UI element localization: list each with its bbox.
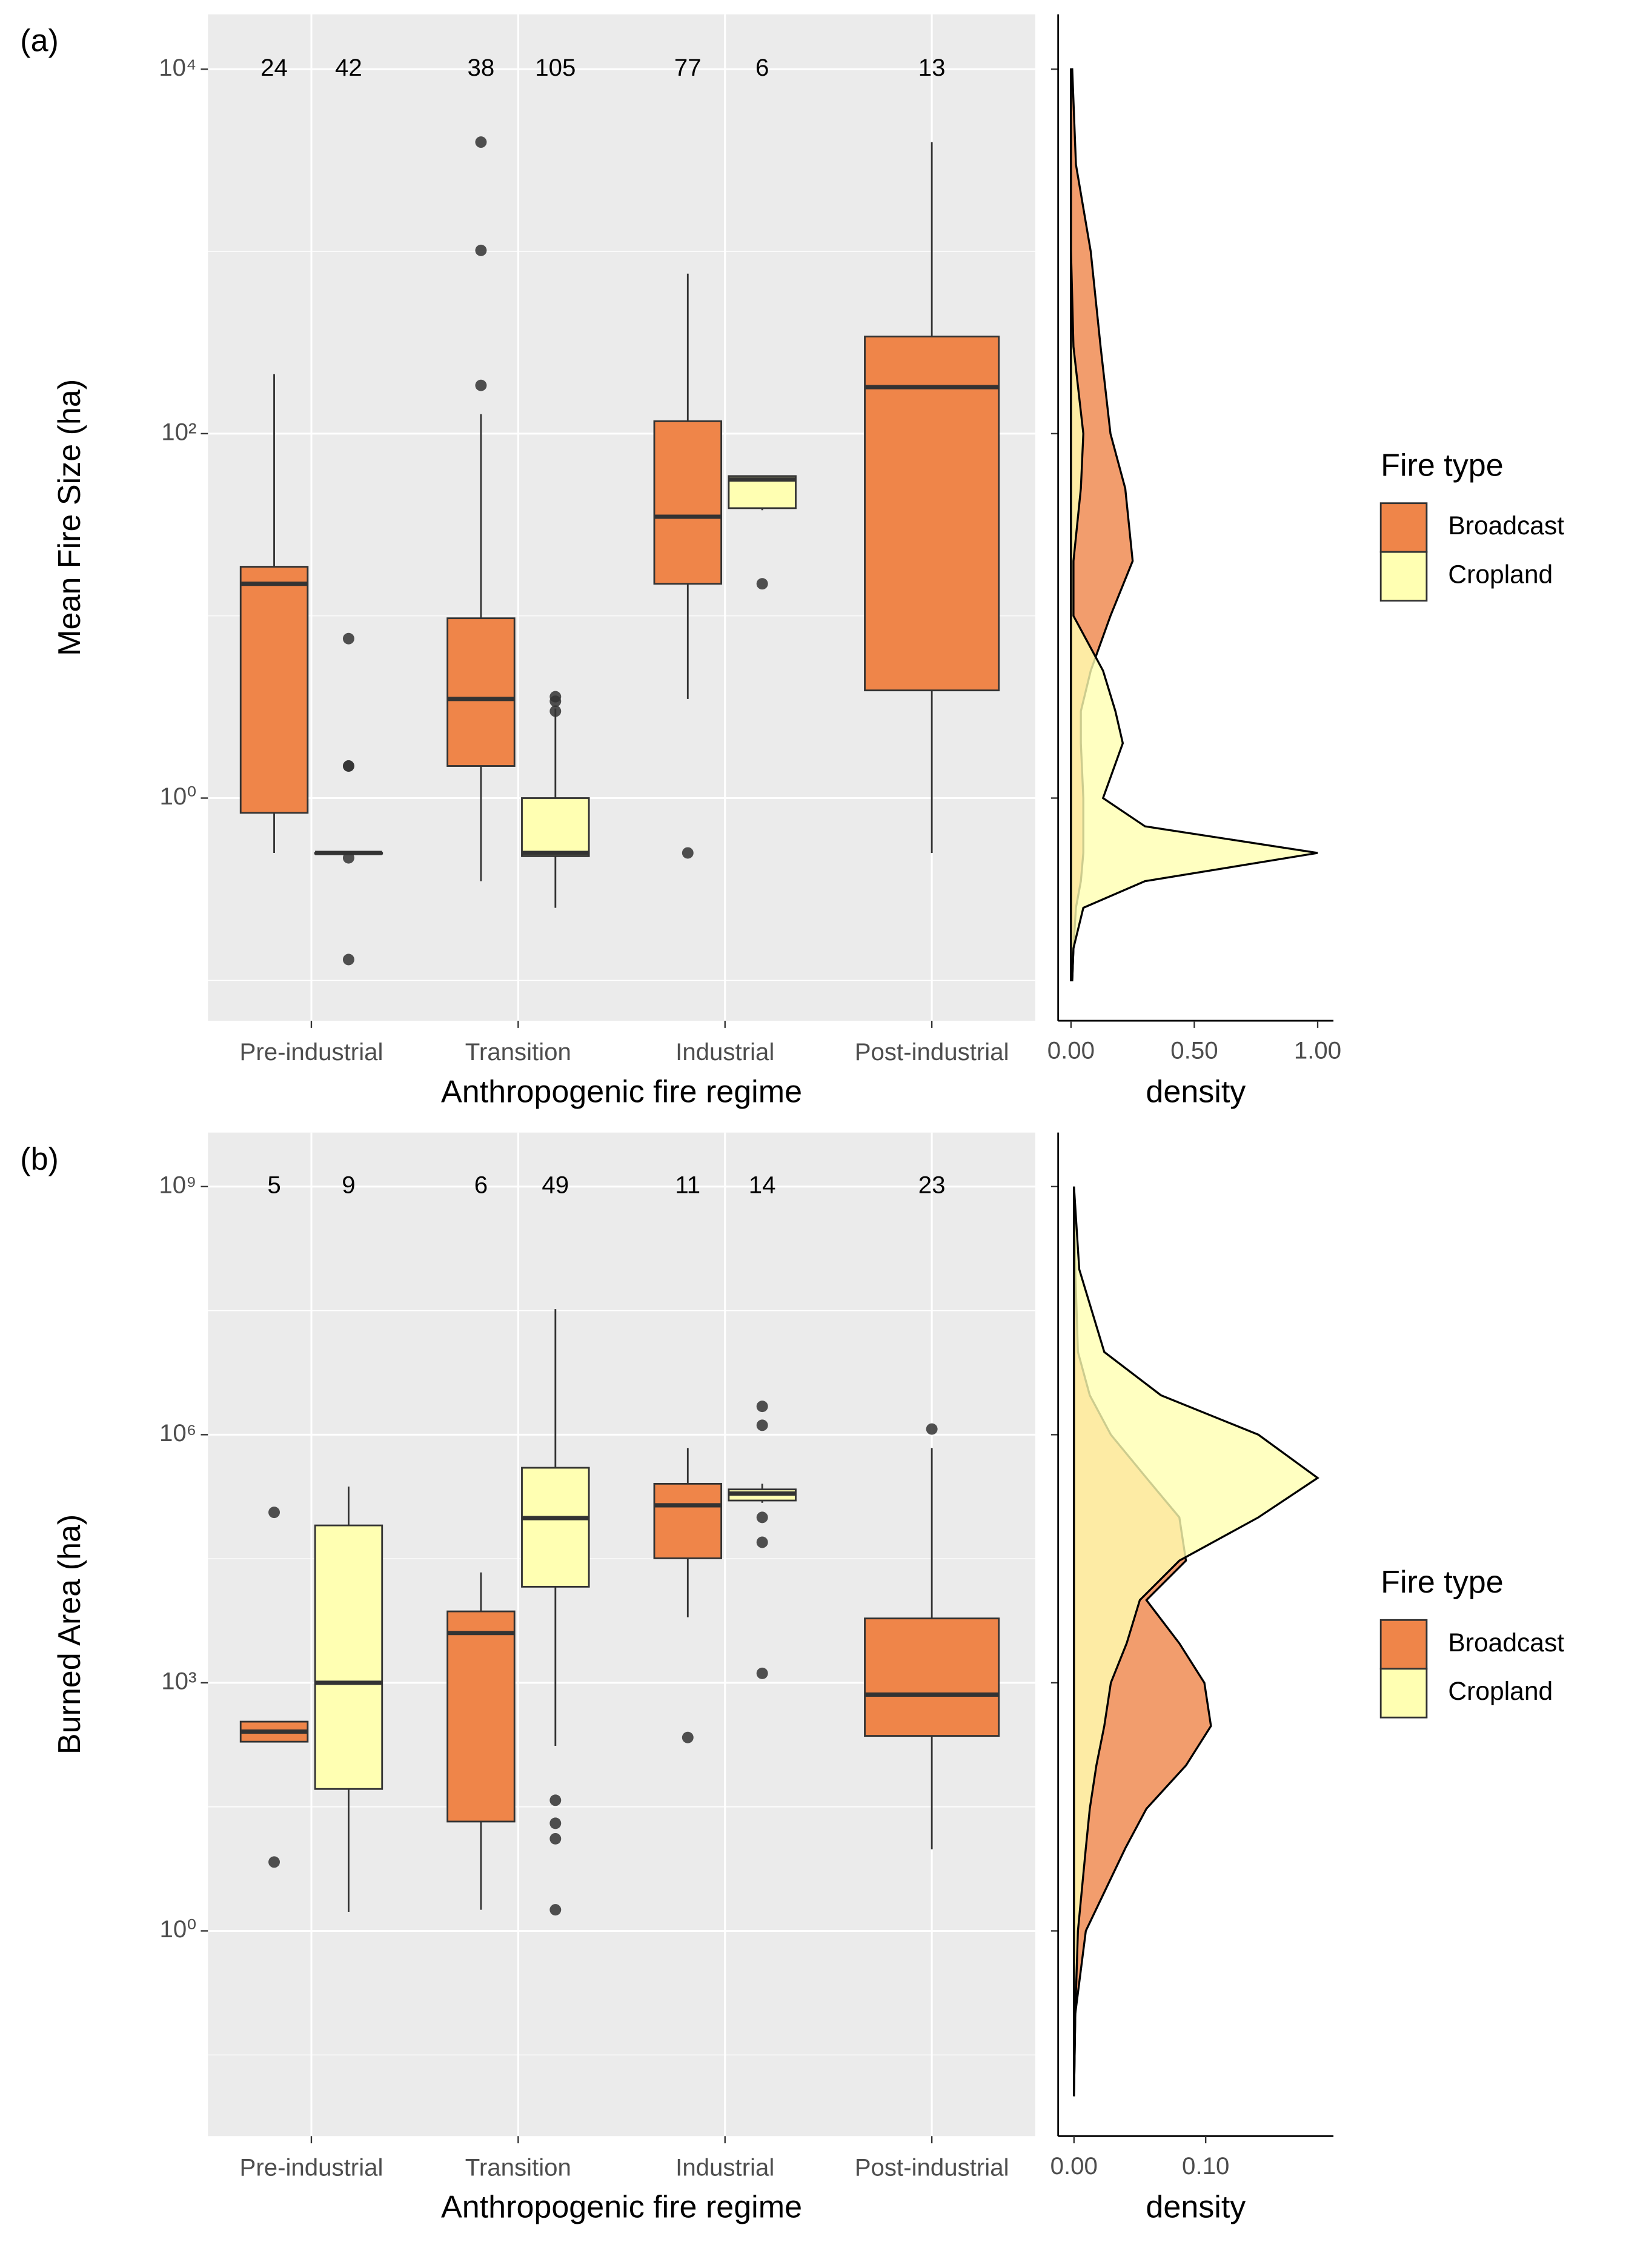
x-tick-label: Transition xyxy=(465,1038,571,1066)
count-label: 42 xyxy=(335,54,362,81)
outlier xyxy=(549,1904,562,1916)
legend-key xyxy=(1379,502,1428,553)
box xyxy=(521,797,590,857)
legend-key xyxy=(1379,551,1428,602)
count-label: 5 xyxy=(267,1171,280,1198)
box xyxy=(446,1610,516,1823)
outlier xyxy=(756,1536,768,1548)
density-x-tick-label: 1.00 xyxy=(1294,1037,1341,1064)
count-label: 49 xyxy=(542,1171,569,1198)
panel-label: (a) xyxy=(20,24,59,59)
density-area xyxy=(1070,69,1318,981)
box xyxy=(446,617,516,767)
outlier xyxy=(549,1794,562,1806)
x-tick-label: Industrial xyxy=(675,2154,774,2181)
y-tick-label: 10² xyxy=(161,418,196,445)
legend-key xyxy=(1379,1668,1428,1719)
x-axis-title: Anthropogenic fire regime xyxy=(441,1074,802,1109)
outlier xyxy=(756,1401,768,1413)
legend-key xyxy=(1379,1619,1428,1670)
count-label: 14 xyxy=(749,1171,776,1198)
y-tick-label: 10⁶ xyxy=(159,1419,196,1447)
panel-label: (b) xyxy=(20,1142,59,1177)
outlier xyxy=(475,379,487,391)
outlier xyxy=(342,760,354,772)
outlier xyxy=(682,847,694,859)
outlier xyxy=(926,1423,938,1435)
outlier xyxy=(342,632,354,645)
box xyxy=(864,1617,1000,1737)
outlier xyxy=(342,852,354,864)
count-label: 6 xyxy=(474,1171,488,1198)
outlier xyxy=(756,1419,768,1431)
y-tick-label: 10⁰ xyxy=(159,783,196,810)
outlier xyxy=(756,1511,768,1524)
count-label: 38 xyxy=(468,54,495,81)
legend-label: Broadcast xyxy=(1448,511,1564,540)
x-tick-label: Industrial xyxy=(675,1038,774,1066)
y-axis-title: Burned Area (ha) xyxy=(52,1514,87,1754)
density-x-tick-label: 0.00 xyxy=(1050,2152,1098,2180)
outlier xyxy=(549,705,562,717)
outlier xyxy=(756,1667,768,1679)
y-tick-label: 10³ xyxy=(161,1668,196,1695)
density-x-tick-label: 0.00 xyxy=(1047,1037,1095,1064)
box xyxy=(314,1524,383,1790)
outlier xyxy=(756,578,768,590)
box xyxy=(521,1467,590,1588)
x-tick-label: Post-industrial xyxy=(855,1038,1009,1066)
legend-label: Cropland xyxy=(1448,1677,1553,1706)
outlier xyxy=(475,244,487,256)
legend-title: Fire type xyxy=(1381,1565,1503,1600)
y-axis-title: Mean Fire Size (ha) xyxy=(52,379,87,656)
x-tick-label: Transition xyxy=(465,2154,571,2181)
count-label: 105 xyxy=(535,54,576,81)
count-label: 24 xyxy=(260,54,288,81)
y-tick-label: 10⁹ xyxy=(159,1171,196,1198)
count-label: 6 xyxy=(755,54,769,81)
outlier xyxy=(268,1856,280,1868)
count-label: 13 xyxy=(918,54,946,81)
density-x-tick-label: 0.10 xyxy=(1182,2152,1229,2180)
density-x-title: density xyxy=(1146,1074,1246,1109)
outlier xyxy=(549,1817,562,1829)
outlier xyxy=(268,1507,280,1519)
box xyxy=(239,566,309,814)
density-area xyxy=(1073,1186,1319,2097)
outlier xyxy=(475,136,487,148)
x-axis-title: Anthropogenic fire regime xyxy=(441,2190,802,2225)
legend-label: Broadcast xyxy=(1448,1628,1564,1657)
y-tick-label: 10⁰ xyxy=(159,1915,196,1943)
x-tick-label: Pre-industrial xyxy=(240,1038,383,1066)
y-tick-label: 10⁴ xyxy=(159,54,196,81)
outlier xyxy=(549,691,562,703)
count-label: 23 xyxy=(918,1171,946,1198)
density-x-title: density xyxy=(1146,2190,1246,2225)
outlier xyxy=(682,1731,694,1743)
box xyxy=(864,336,1000,692)
density-x-tick-label: 0.50 xyxy=(1170,1037,1218,1064)
count-label: 77 xyxy=(674,54,702,81)
outlier xyxy=(342,953,354,966)
box xyxy=(653,420,723,585)
x-tick-label: Post-industrial xyxy=(855,2154,1009,2181)
count-label: 9 xyxy=(342,1171,355,1198)
legend-label: Cropland xyxy=(1448,560,1553,589)
box xyxy=(653,1482,723,1559)
count-label: 11 xyxy=(675,1171,700,1198)
outlier xyxy=(549,1832,562,1845)
x-tick-label: Pre-industrial xyxy=(240,2154,383,2181)
legend-title: Fire type xyxy=(1381,448,1503,483)
